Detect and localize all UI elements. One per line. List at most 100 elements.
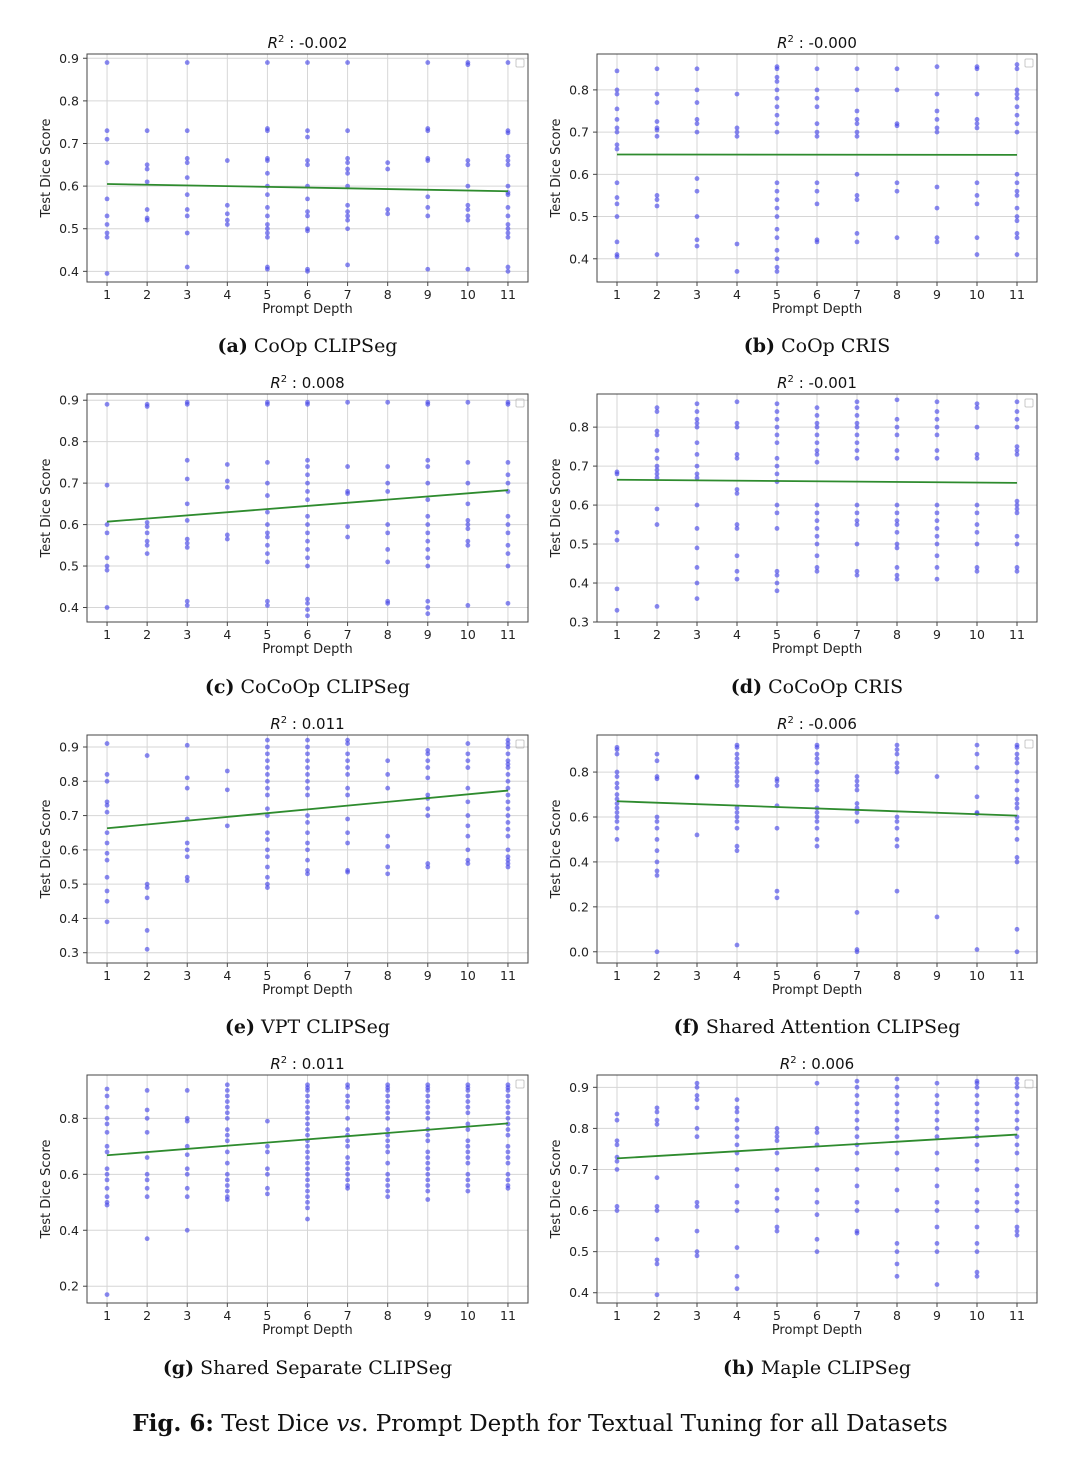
data-point — [814, 405, 820, 411]
x-tick-label: 9 — [424, 627, 432, 642]
data-point — [694, 452, 700, 457]
data-point — [654, 455, 660, 461]
chart-panel-b: 1 2 3 4 5 6 7 8 9 10 11 0.4 0.5 0.6 0.7 0.8 Prompt Depth… — [549, 34, 1038, 317]
data-point — [854, 171, 860, 177]
data-point — [104, 1202, 110, 1208]
data-point — [265, 128, 270, 134]
data-point — [854, 1101, 860, 1107]
y-tick-label: 0.4 — [569, 576, 589, 591]
x-tick-label: 5 — [263, 968, 271, 983]
data-point — [505, 401, 511, 407]
x-tick-label: 3 — [693, 968, 701, 983]
data-point — [734, 756, 740, 761]
data-point — [694, 526, 700, 531]
data-point — [974, 502, 980, 508]
data-point — [505, 158, 511, 163]
data-point — [854, 518, 860, 524]
data-point — [184, 60, 190, 65]
data-point — [144, 551, 150, 556]
data-point — [345, 785, 350, 791]
x-tick-label: 5 — [263, 287, 271, 302]
data-point — [734, 744, 740, 750]
data-point — [345, 534, 350, 540]
data-point — [465, 460, 471, 465]
subcaption-text: Shared Attention CLIPSeg — [699, 1016, 961, 1038]
data-point — [1014, 1080, 1020, 1086]
data-point — [345, 491, 350, 496]
data-point — [1014, 444, 1020, 450]
data-point — [974, 252, 980, 257]
data-point — [854, 448, 860, 453]
data-point — [144, 753, 150, 758]
data-point — [934, 239, 940, 245]
data-point — [184, 847, 190, 853]
data-point — [505, 472, 511, 478]
data-point — [894, 1076, 900, 1082]
data-point — [184, 207, 190, 212]
data-point — [305, 1160, 310, 1166]
data-point — [265, 830, 270, 836]
data-point — [974, 522, 980, 527]
data-point — [694, 1204, 700, 1209]
data-point — [104, 1185, 110, 1191]
x-tick-label: 7 — [344, 627, 352, 642]
data-point — [894, 1117, 900, 1123]
data-point — [1014, 1224, 1020, 1230]
data-point — [814, 553, 820, 559]
data-point — [974, 1080, 980, 1086]
data-point — [345, 1177, 350, 1183]
data-point — [425, 1160, 431, 1166]
data-point — [854, 778, 860, 784]
x-tick-label: 5 — [773, 287, 781, 302]
data-point — [505, 213, 511, 219]
data-point — [694, 121, 700, 127]
data-point — [854, 1126, 860, 1131]
y-tick-label: 0.5 — [59, 877, 79, 892]
data-point — [265, 772, 270, 777]
data-point — [305, 162, 310, 168]
data-point — [184, 1171, 190, 1177]
data-point — [385, 1177, 391, 1183]
data-point — [1014, 1109, 1020, 1115]
data-point — [104, 1104, 110, 1110]
data-point — [505, 234, 511, 240]
data-point — [974, 742, 980, 748]
data-point — [814, 565, 820, 570]
data-point — [814, 843, 820, 849]
data-point — [505, 758, 511, 764]
data-point — [144, 1155, 150, 1160]
x-tick-label: 9 — [933, 1308, 941, 1323]
x-axis-label: Prompt Depth — [772, 983, 862, 998]
data-point — [265, 778, 270, 784]
data-point — [654, 859, 660, 865]
data-point — [894, 565, 900, 570]
data-point — [104, 555, 110, 561]
data-point — [694, 596, 700, 602]
data-point — [934, 914, 940, 920]
data-point — [465, 857, 471, 863]
data-point — [854, 1078, 860, 1084]
figure-caption-label: Fig. 6: — [132, 1410, 214, 1437]
data-point — [774, 401, 780, 407]
data-point — [814, 87, 820, 93]
chart-panel-e: 1 2 3 4 5 6 7 8 9 10 11 0.3 0.4 0.5 0.6 0.7 0.8 0.9 Prompt… — [39, 715, 529, 998]
data-point — [224, 202, 230, 208]
data-point — [854, 455, 860, 461]
data-point — [1014, 855, 1020, 860]
legend-box — [515, 739, 525, 749]
data-point — [345, 1143, 350, 1149]
x-tick-label: 11 — [500, 627, 516, 642]
data-point — [854, 129, 860, 135]
data-point — [1014, 193, 1020, 198]
x-axis-label: Prompt Depth — [262, 302, 352, 317]
data-point — [814, 825, 820, 831]
data-point — [814, 95, 820, 101]
data-point — [505, 761, 511, 767]
data-point — [345, 741, 350, 746]
data-point — [814, 420, 820, 426]
data-point — [465, 183, 471, 189]
data-point — [305, 522, 310, 527]
data-point — [385, 758, 391, 764]
data-point — [1014, 859, 1020, 865]
data-point — [854, 910, 860, 915]
